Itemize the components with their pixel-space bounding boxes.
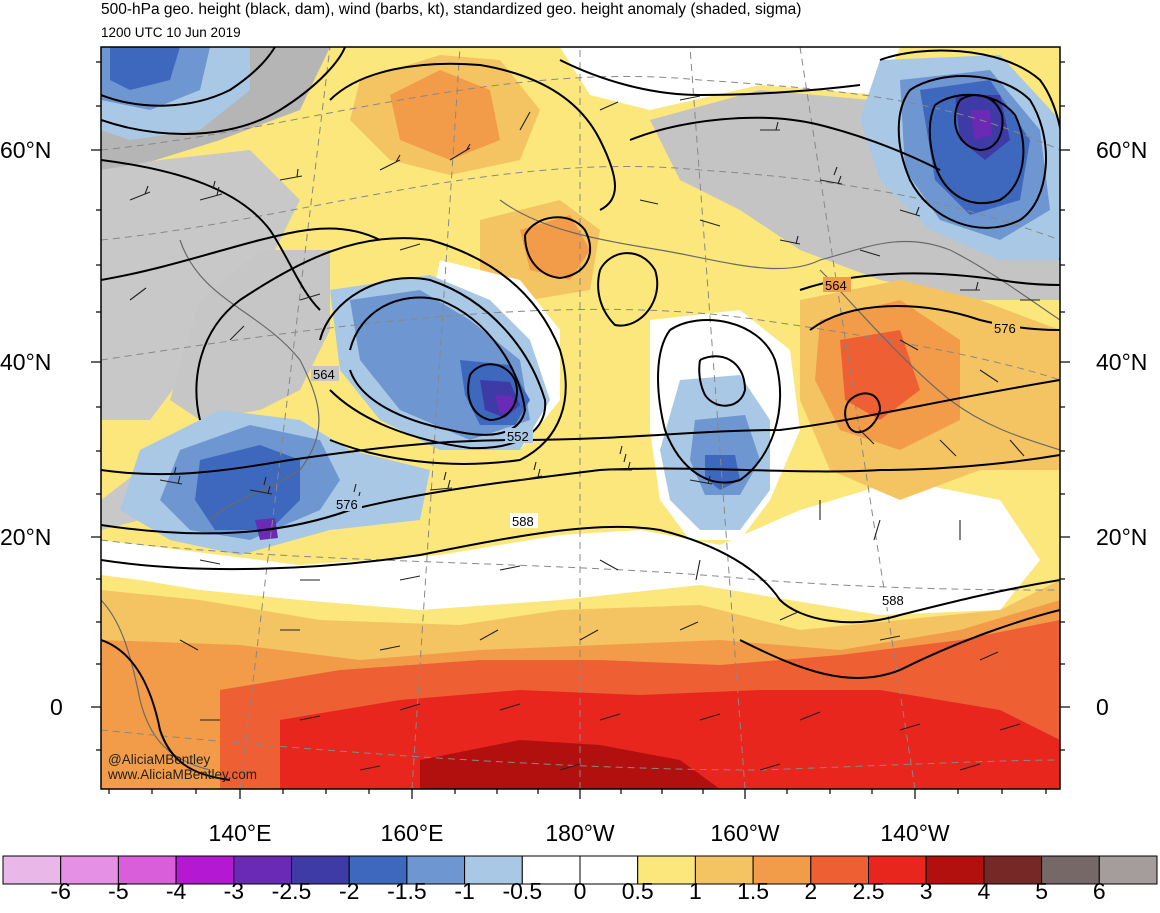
lat-label-60n-right: 60°N [1096, 137, 1148, 163]
contour-label-564-east: 564 [825, 278, 847, 293]
lon-label-140w: 140°W [880, 820, 950, 846]
colorbar-swatch [925, 855, 985, 885]
colorbar-tick-label: 2 [804, 878, 818, 904]
lat-label-40n-right: 40°N [1096, 349, 1148, 375]
colorbar-tick-label: -2.5 [271, 878, 312, 904]
lon-label-180w: 180°W [545, 820, 615, 846]
lon-label-140e: 140°E [208, 820, 272, 846]
colorbar-tick-label: 0 [573, 878, 587, 904]
colorbar-swatch [233, 855, 293, 885]
height-contours [101, 47, 1060, 781]
colorbar-tick-label: -6 [50, 878, 71, 904]
lon-label-160w: 160°W [710, 820, 780, 846]
colorbar-tick-label: 1.5 [737, 878, 770, 904]
credit-website: www.AliciaMBentley.com [108, 767, 258, 782]
wind-barbs [129, 95, 1040, 771]
colorbar [2, 855, 1158, 885]
colorbar-tick-label: -5 [108, 878, 129, 904]
colorbar-swatch [2, 855, 62, 885]
colorbar-tick-label: 4 [977, 878, 991, 904]
colorbar-tick-label: -2 [338, 878, 360, 904]
colorbar-tick-label: 2.5 [852, 878, 885, 904]
colorbar-tick-label: -1.5 [387, 878, 427, 904]
colorbar-swatch [637, 855, 696, 885]
contour-label-564-west: 564 [313, 367, 335, 382]
colorbar-tick-label: 0.5 [621, 878, 654, 904]
contour-labels: 564 564 576 552 576 588 588 [311, 277, 1020, 608]
colorbar-swatch [117, 855, 177, 885]
colorbar-tick-label: 6 [1092, 878, 1106, 904]
colorbar-swatch [1098, 855, 1158, 885]
lat-label-60n-left: 60°N [0, 137, 52, 163]
colorbar-tick-label: -3 [223, 878, 245, 904]
lat-label-eq-left: 0 [50, 694, 63, 720]
colorbar-swatch [579, 855, 639, 885]
colorbar-tick-label: -0.5 [502, 878, 543, 904]
colorbar-swatch [521, 855, 581, 885]
colorbar-tick-label: 5 [1035, 878, 1048, 904]
contour-label-588-central: 588 [512, 514, 534, 529]
graticule [101, 47, 1060, 789]
colorbar-swatch [175, 855, 235, 885]
colorbar-tick-label: 1 [688, 878, 702, 904]
lat-label-20n-left: 20°N [0, 524, 52, 550]
lat-label-20n-right: 20°N [1096, 524, 1148, 550]
map-title: 500-hPa geo. height (black, dam), wind (… [101, 1, 802, 18]
credit-handle: @AliciaMBentley [108, 752, 211, 767]
colorbar-swatch [983, 855, 1043, 885]
colorbar-swatch [1041, 855, 1100, 885]
axis-ticks [91, 61, 1070, 799]
colorbar-tick-label: -1 [454, 878, 475, 904]
contour-label-576-west: 576 [336, 497, 358, 512]
lat-label-eq-right: 0 [1096, 694, 1109, 720]
contour-label-588-east: 588 [882, 593, 904, 608]
colorbar-tick-label: -4 [165, 878, 187, 904]
lon-label-160e: 160°E [380, 820, 444, 846]
contour-label-576-east: 576 [994, 321, 1016, 336]
colorbar-swatch [406, 855, 466, 885]
lat-label-40n-left: 40°N [0, 349, 52, 375]
colorbar-swatch [464, 855, 523, 885]
contour-label-552: 552 [507, 429, 529, 444]
colorbar-swatch [752, 855, 812, 885]
colorbar-swatch [291, 855, 350, 885]
valid-time: 1200 UTC 10 Jun 2019 [101, 25, 241, 40]
colorbar-tick-label: 3 [919, 878, 933, 904]
